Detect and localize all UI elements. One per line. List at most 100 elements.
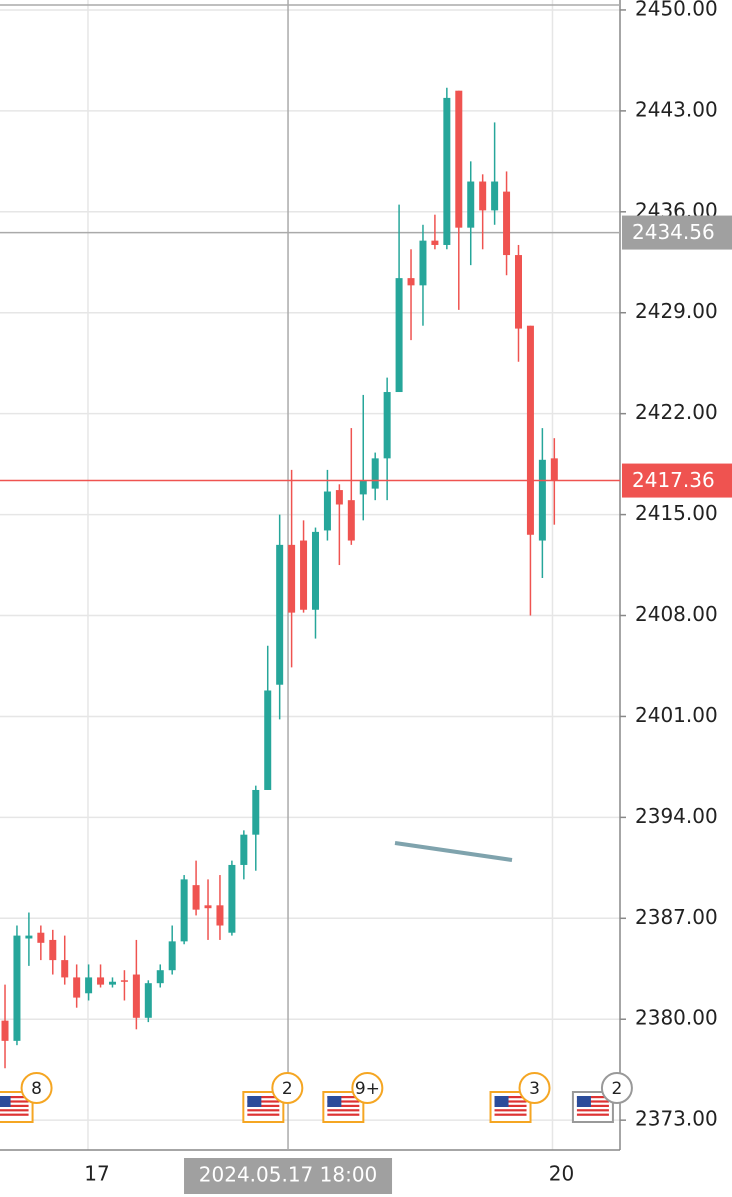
event-count: 9+ bbox=[355, 1079, 380, 1099]
flag-stripe bbox=[0, 1100, 29, 1103]
candle-body bbox=[49, 939, 57, 961]
flag-stripe bbox=[576, 1096, 609, 1099]
flag-canton bbox=[494, 1096, 509, 1107]
candle-body bbox=[491, 181, 499, 211]
y-tick-label: 2401.00 bbox=[635, 703, 718, 727]
x-tick-label: 17 bbox=[84, 1162, 109, 1186]
flag-canton bbox=[247, 1096, 262, 1107]
flag-stripe bbox=[327, 1113, 360, 1116]
candle-body bbox=[514, 255, 522, 329]
event-badge: 3 bbox=[489, 1072, 551, 1123]
flag-canton bbox=[327, 1096, 342, 1107]
candle-body bbox=[228, 864, 236, 933]
flag-stripe bbox=[0, 1096, 29, 1099]
event-count-circle bbox=[518, 1072, 551, 1104]
candle-body bbox=[503, 191, 511, 256]
flag-stripe bbox=[247, 1104, 280, 1107]
flag-stripe bbox=[576, 1113, 609, 1116]
candle-body bbox=[252, 789, 260, 835]
candle-body bbox=[264, 690, 272, 790]
event-count-circle bbox=[600, 1072, 633, 1104]
flag-stripe bbox=[327, 1104, 360, 1107]
candle-body bbox=[1, 1020, 9, 1041]
candle-body bbox=[156, 970, 164, 984]
flag-stripe bbox=[576, 1109, 609, 1112]
candle-body bbox=[276, 544, 284, 685]
candle-body bbox=[538, 459, 546, 541]
flag-stripe bbox=[327, 1100, 360, 1103]
candle-body bbox=[443, 97, 451, 245]
candle-body bbox=[419, 240, 427, 286]
candle-body bbox=[61, 960, 69, 978]
flag-stripe bbox=[576, 1100, 609, 1103]
event-count-circle bbox=[271, 1072, 304, 1104]
current-price-box bbox=[622, 463, 732, 498]
flag-stripe bbox=[247, 1100, 280, 1103]
flag-stripe bbox=[247, 1109, 280, 1112]
candle-body bbox=[395, 278, 403, 393]
candle-body bbox=[335, 490, 343, 505]
candle-body bbox=[85, 977, 93, 994]
candle-body bbox=[37, 932, 45, 943]
candle-body bbox=[13, 935, 21, 1041]
flag-stripe bbox=[494, 1109, 527, 1112]
flag-stripe bbox=[494, 1113, 527, 1116]
current-price-label: 2417.36 bbox=[632, 468, 715, 492]
event-count-circle bbox=[20, 1072, 53, 1104]
crosshair-price-box bbox=[622, 215, 732, 250]
candle-body bbox=[120, 980, 128, 982]
x-tick-label: 20 bbox=[549, 1162, 574, 1186]
y-tick-label: 2429.00 bbox=[635, 299, 718, 323]
candle-body bbox=[216, 905, 224, 926]
event-badge: 9+ bbox=[322, 1072, 384, 1123]
event-count-circle bbox=[351, 1072, 384, 1104]
candle-body bbox=[144, 983, 152, 1018]
flag-stripe bbox=[576, 1104, 609, 1107]
candle-body bbox=[359, 479, 367, 495]
candle-body bbox=[192, 885, 200, 910]
event-badge: 2 bbox=[242, 1072, 304, 1123]
candle-body bbox=[240, 834, 248, 865]
flag-stripe bbox=[494, 1104, 527, 1107]
candle-body bbox=[180, 879, 188, 942]
flag-stripe bbox=[494, 1100, 527, 1103]
y-tick-label: 2415.00 bbox=[635, 501, 718, 525]
flag-stripe bbox=[0, 1109, 29, 1112]
event-count: 2 bbox=[612, 1079, 623, 1099]
event-count: 8 bbox=[31, 1079, 42, 1099]
candle-body bbox=[455, 90, 463, 228]
flag-stripe bbox=[0, 1113, 29, 1116]
candle-body bbox=[383, 392, 391, 459]
trend-line-drawing bbox=[394, 841, 513, 862]
flag-stripe bbox=[327, 1096, 360, 1099]
event-count: 2 bbox=[282, 1079, 293, 1099]
candle-body bbox=[168, 941, 176, 971]
event-count: 3 bbox=[529, 1079, 540, 1099]
candle-body bbox=[479, 181, 487, 211]
candle-body bbox=[300, 540, 308, 610]
candle-body bbox=[204, 905, 212, 909]
flag-stripe bbox=[247, 1096, 280, 1099]
y-tick-label: 2380.00 bbox=[635, 1006, 718, 1030]
y-tick-label: 2408.00 bbox=[635, 602, 718, 626]
candle-body bbox=[323, 491, 331, 531]
event-badge: 8 bbox=[0, 1072, 53, 1123]
flag-stripe bbox=[327, 1109, 360, 1112]
y-tick-label: 2450.00 bbox=[635, 0, 718, 20]
candle-body bbox=[407, 278, 415, 286]
candle-body bbox=[550, 458, 558, 481]
candle-body bbox=[347, 500, 355, 541]
y-tick-label: 2394.00 bbox=[635, 804, 718, 828]
candle-body bbox=[108, 981, 116, 985]
flag-canton bbox=[576, 1096, 591, 1107]
candle-body bbox=[371, 458, 379, 489]
y-tick-label: 2443.00 bbox=[635, 97, 718, 121]
crosshair-price-label: 2434.56 bbox=[632, 220, 715, 244]
y-tick-label: 2422.00 bbox=[635, 400, 718, 424]
candle-body bbox=[288, 544, 296, 613]
flag-stripe bbox=[0, 1104, 29, 1107]
y-tick-label: 2373.00 bbox=[635, 1107, 718, 1131]
candle-body bbox=[526, 325, 534, 535]
